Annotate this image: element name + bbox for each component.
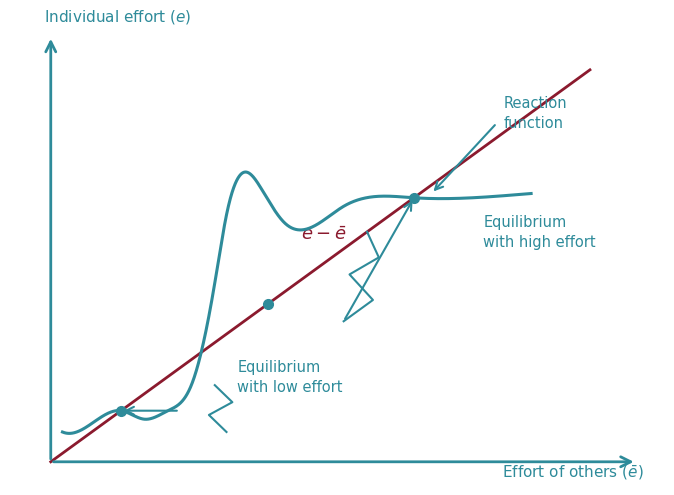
Text: Reaction
function: Reaction function — [503, 96, 567, 131]
Text: Effort of others ($\bar{e}$): Effort of others ($\bar{e}$) — [501, 464, 643, 482]
Text: Individual effort ($e$): Individual effort ($e$) — [44, 8, 191, 26]
Text: $e - \bar{e}$: $e - \bar{e}$ — [301, 226, 346, 244]
Text: Equilibrium
with high effort: Equilibrium with high effort — [483, 215, 596, 250]
Text: Equilibrium
with low effort: Equilibrium with low effort — [237, 360, 342, 395]
